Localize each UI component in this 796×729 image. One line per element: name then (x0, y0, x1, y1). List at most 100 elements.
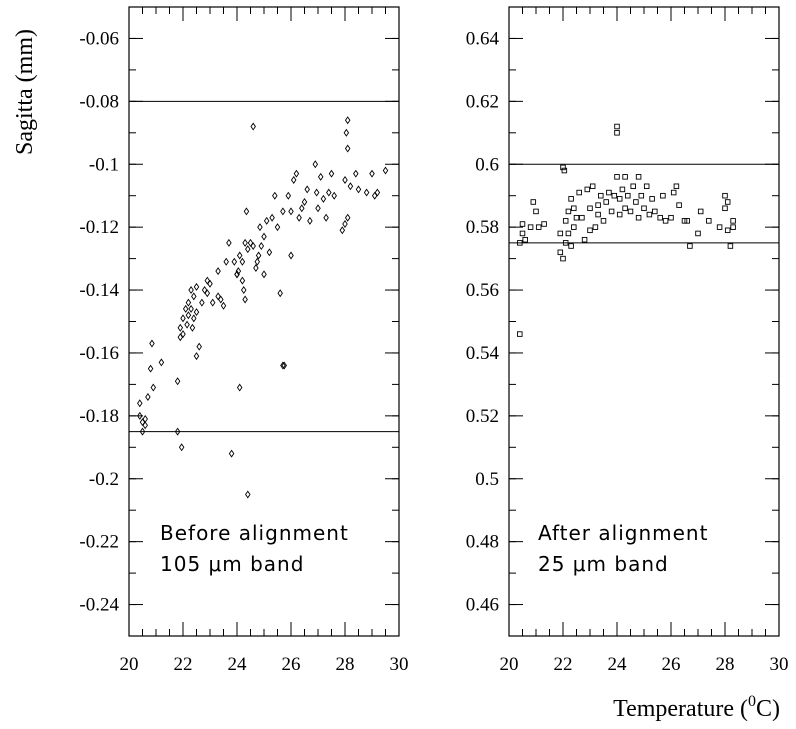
data-point (242, 295, 248, 304)
data-point (595, 211, 601, 218)
annotation-line-2: 25 μm band (538, 552, 669, 576)
data-point (207, 279, 213, 288)
data-point (519, 230, 526, 237)
y-tick-label: 0.58 (466, 217, 499, 238)
data-point (579, 214, 585, 221)
data-point (228, 449, 235, 458)
data-point (616, 211, 623, 218)
data-point (369, 169, 375, 178)
data-point (684, 218, 690, 224)
data-point (695, 230, 701, 237)
data-point (641, 205, 647, 212)
y-tick-label: -0.08 (79, 91, 119, 112)
data-point (215, 267, 221, 276)
x-tick-label: 26 (282, 654, 301, 675)
x-tick-label: 28 (716, 654, 735, 675)
data-point (727, 243, 734, 249)
data-point (274, 223, 281, 232)
data-point (676, 202, 682, 208)
data-point (242, 238, 248, 247)
data-point (616, 196, 623, 202)
data-point (522, 236, 528, 243)
reference-lines (509, 163, 779, 244)
data-point (576, 189, 582, 196)
data-point (174, 377, 181, 386)
y-tick-label: 0.64 (466, 28, 500, 49)
annotation-line-1: After alignment (538, 521, 708, 545)
data-point (722, 192, 728, 199)
data-point (670, 189, 677, 196)
data-point (603, 199, 609, 205)
x-tick-label: 20 (120, 654, 139, 675)
x-axis-title-end: C) (756, 696, 780, 722)
data-point (139, 427, 146, 436)
data-point (323, 213, 329, 222)
data-point (307, 216, 313, 225)
data-point (611, 192, 618, 199)
data-point (635, 214, 642, 221)
data-point (342, 175, 348, 184)
data-point (239, 257, 246, 266)
x-axis-title: Temperature (0C) (613, 693, 780, 722)
data-point (646, 211, 653, 218)
data-point (571, 224, 577, 230)
data-point (584, 186, 591, 193)
data-point (320, 194, 327, 203)
data-point (622, 174, 628, 180)
data-point (614, 123, 620, 130)
data-point (343, 128, 350, 137)
data-point (530, 199, 537, 205)
data-point (304, 185, 310, 194)
data-point (589, 183, 596, 190)
y-tick-label: -0.24 (79, 595, 119, 616)
data-point (158, 358, 165, 367)
data-point (724, 199, 731, 205)
data-point (347, 182, 354, 191)
data-point (250, 122, 256, 131)
data-point (188, 304, 194, 313)
data-point (226, 238, 232, 247)
y-tick-label: -0.16 (79, 343, 119, 364)
data-point (258, 242, 265, 251)
data-point (633, 199, 639, 205)
y-tick-label: 0.5 (475, 469, 499, 490)
data-point (326, 188, 332, 197)
y-tick-label: 0.52 (466, 406, 499, 427)
data-point (687, 243, 693, 249)
reference-lines (129, 100, 399, 433)
data-point (519, 221, 526, 227)
data-point (231, 257, 238, 266)
data-point (724, 227, 731, 234)
data-point (730, 224, 736, 230)
data-point (673, 183, 680, 190)
data-point (344, 144, 351, 153)
data-point (614, 130, 620, 136)
data-point (643, 183, 650, 190)
data-point (253, 264, 259, 273)
data-point (301, 197, 308, 206)
data-point (344, 116, 351, 125)
data-point (280, 361, 286, 370)
data-point (622, 205, 628, 212)
x-axis-title-main: Temperature ( (613, 696, 748, 722)
x-tick-label: 20 (500, 654, 519, 675)
data-point (142, 421, 148, 430)
data-point (344, 213, 351, 222)
data-point (312, 160, 319, 169)
x-tick-label: 30 (390, 654, 409, 675)
data-point (317, 172, 324, 181)
y-tick-label: -0.1 (89, 154, 119, 175)
data-point (299, 204, 305, 213)
data-point (625, 192, 631, 199)
data-point (561, 167, 568, 174)
x-tick-label: 28 (336, 654, 355, 675)
x-tick-label: 22 (554, 654, 573, 675)
data-point (606, 189, 612, 196)
data-point (635, 174, 642, 180)
data-point (272, 191, 278, 200)
data-point (565, 208, 572, 215)
y-tick-label: 0.46 (466, 595, 499, 616)
data-point (137, 411, 143, 420)
data-point (235, 267, 242, 276)
data-point (560, 255, 566, 262)
